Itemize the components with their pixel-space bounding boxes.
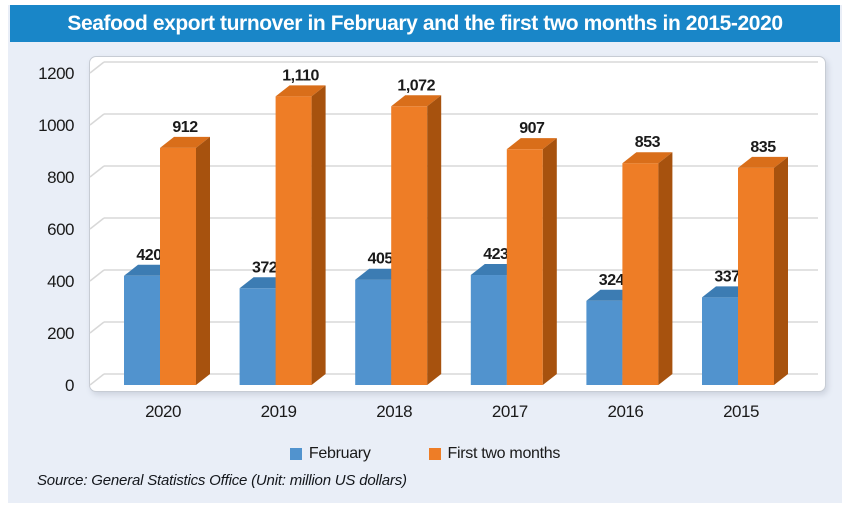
y-tick-label: 1200 bbox=[38, 64, 74, 83]
x-axis-label: 2015 bbox=[723, 402, 759, 421]
chart-title-bar: Seafood export turnover in February and … bbox=[10, 5, 840, 42]
bar-top-face bbox=[160, 136, 210, 148]
y-tick-label: 0 bbox=[65, 376, 74, 395]
bar-top-face bbox=[506, 138, 557, 150]
chart-legend: February First two months bbox=[0, 445, 850, 463]
bar-first-two-months-2019 bbox=[275, 96, 312, 386]
bar-february-2018 bbox=[355, 279, 392, 385]
bar-value-label: 1,072 bbox=[397, 77, 435, 94]
bar-side-face bbox=[658, 152, 673, 385]
x-axis-label: 2019 bbox=[261, 402, 297, 421]
bar-first-two-months-2020 bbox=[160, 147, 196, 385]
x-axis-label: 2018 bbox=[376, 402, 412, 421]
x-axis-label: 2016 bbox=[607, 402, 643, 421]
legend-label-february: February bbox=[308, 445, 371, 462]
axis-wall-diagonal bbox=[89, 113, 105, 126]
x-axis-label: 2017 bbox=[492, 402, 528, 421]
y-tick-label: 200 bbox=[47, 324, 74, 343]
legend-label-first-two-months: First two months bbox=[447, 445, 561, 462]
bar-value-label: 907 bbox=[519, 120, 545, 137]
bar-top-face bbox=[738, 156, 788, 168]
legend-swatch-first-two-months-icon bbox=[428, 448, 441, 460]
bar-value-label: 1,110 bbox=[282, 67, 319, 84]
bar-top-face bbox=[622, 152, 673, 164]
x-axis-label: 2020 bbox=[145, 402, 181, 421]
y-tick-label: 1000 bbox=[38, 116, 74, 135]
bar-february-2016 bbox=[586, 300, 623, 385]
bar-value-label: 912 bbox=[172, 119, 198, 136]
axis-wall-diagonal bbox=[89, 61, 105, 74]
axis-wall-diagonal bbox=[89, 321, 105, 334]
legend-swatch-february-icon bbox=[289, 448, 302, 460]
bar-top-face bbox=[275, 85, 326, 97]
bar-first-two-months-2015 bbox=[738, 167, 774, 385]
y-tick-label: 600 bbox=[47, 220, 74, 239]
axis-wall-diagonal bbox=[89, 217, 105, 230]
bar-first-two-months-2016 bbox=[622, 163, 659, 385]
bar-side-face bbox=[196, 136, 210, 385]
axis-wall-diagonal bbox=[89, 373, 105, 386]
source-note: Source: General Statistics Office (Unit:… bbox=[37, 472, 407, 489]
bar-value-label: 405 bbox=[368, 251, 394, 268]
bar-value-label: 420 bbox=[136, 247, 162, 264]
bar-side-face bbox=[427, 95, 442, 385]
bar-february-2020 bbox=[124, 275, 160, 385]
bar-first-two-months-2018 bbox=[391, 106, 428, 385]
axis-wall-diagonal bbox=[89, 165, 105, 178]
legend-item-february: February bbox=[289, 445, 371, 463]
bar-side-face bbox=[774, 156, 788, 385]
legend-item-first-two-months: First two months bbox=[428, 445, 561, 463]
bar-side-face bbox=[311, 85, 326, 386]
chart-title: Seafood export turnover in February and … bbox=[67, 12, 783, 35]
axis-wall-diagonal bbox=[89, 269, 105, 282]
bar-value-label: 853 bbox=[635, 134, 661, 151]
y-tick-label: 400 bbox=[47, 272, 74, 291]
bar-value-label: 423 bbox=[483, 246, 509, 263]
bar-value-label: 835 bbox=[750, 139, 776, 156]
y-tick-label: 800 bbox=[47, 168, 74, 187]
bar-value-label: 372 bbox=[252, 259, 278, 276]
bar-side-face bbox=[542, 138, 557, 385]
bar-february-2015 bbox=[702, 297, 738, 385]
bar-top-face bbox=[391, 95, 442, 107]
bar-february-2017 bbox=[470, 275, 507, 385]
bar-february-2019 bbox=[239, 288, 276, 385]
bar-value-label: 337 bbox=[714, 268, 740, 285]
bar-value-label: 324 bbox=[599, 272, 625, 289]
bar-first-two-months-2017 bbox=[506, 149, 543, 385]
